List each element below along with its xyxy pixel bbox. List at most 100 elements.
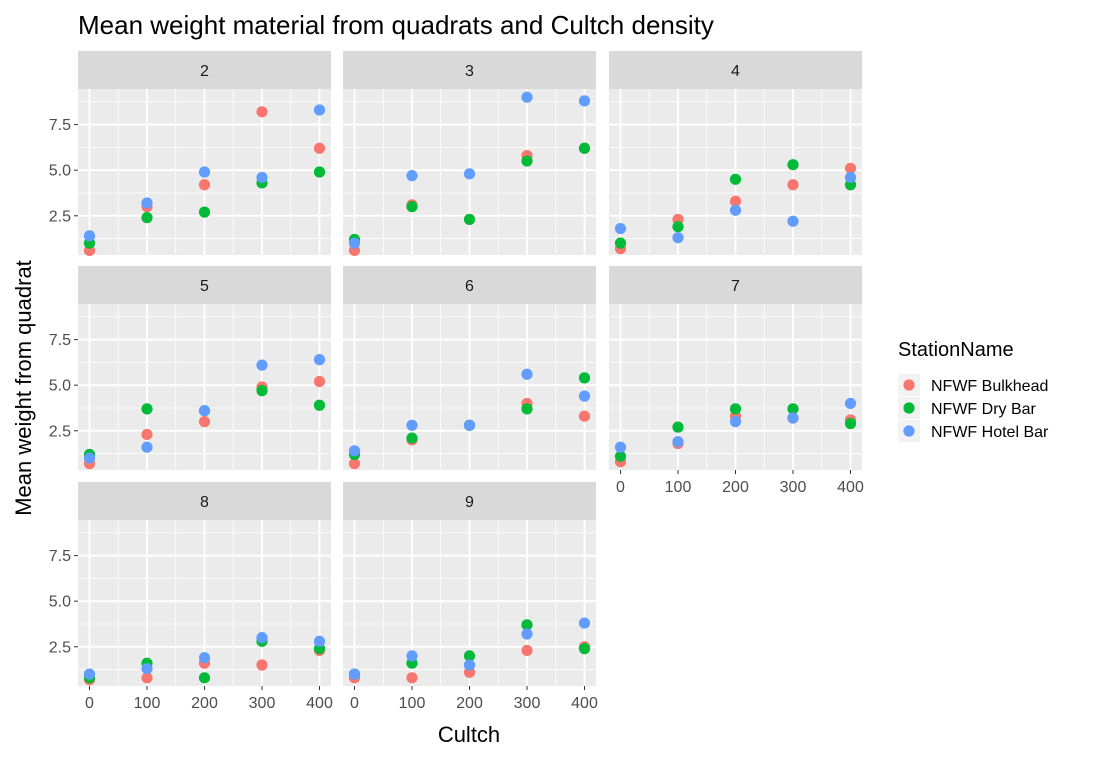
data-point-nfwf-dry-bar [521,403,533,415]
data-point-nfwf-hotel-bar [578,95,591,107]
data-point-nfwf-hotel-bar [198,405,211,417]
data-point-nfwf-hotel-bar [578,617,591,629]
data-point-nfwf-hotel-bar [141,197,153,209]
legend-label: NFWF Bulkhead [931,378,1048,395]
data-point-nfwf-hotel-bar [844,171,857,184]
y-tick-label: 5.0 [49,163,71,180]
data-point-nfwf-bulkhead [198,416,211,428]
facet-panel-9: 9 [343,482,596,686]
legend-swatch [903,379,915,391]
legend-label: NFWF Hotel Bar [931,424,1049,441]
data-point-nfwf-dry-bar [521,155,533,167]
data-point-nfwf-hotel-bar [844,397,857,410]
data-point-nfwf-hotel-bar [313,354,326,366]
facet-strip [343,51,596,89]
data-point-nfwf-hotel-bar [141,663,153,675]
x-tick-label: 400 [837,479,864,496]
data-point-nfwf-hotel-bar [256,359,268,371]
data-point-nfwf-dry-bar [256,385,268,397]
data-point-nfwf-hotel-bar [463,168,476,180]
data-point-nfwf-dry-bar [787,403,799,415]
data-point-nfwf-hotel-bar [313,635,326,647]
data-point-nfwf-hotel-bar [672,436,684,448]
data-point-nfwf-hotel-bar [83,452,96,464]
facet-strip [609,51,862,89]
facet-strip-label: 8 [200,494,209,511]
y-tick-label: 2.5 [49,208,71,225]
data-point-nfwf-hotel-bar [614,441,627,453]
data-point-nfwf-hotel-bar [348,237,361,249]
y-tick-label: 2.5 [49,423,71,440]
data-point-nfwf-dry-bar [141,212,153,224]
data-point-nfwf-hotel-bar [614,222,627,235]
facet-strip [78,266,331,304]
data-point-nfwf-bulkhead [844,162,857,174]
data-point-nfwf-hotel-bar [521,368,533,380]
data-point-nfwf-dry-bar [578,372,591,384]
x-axis-title: Cultch [438,722,500,747]
facet-panel-7: 7 [609,266,862,470]
y-tick-label: 5.0 [49,594,71,611]
data-point-nfwf-dry-bar [614,450,627,462]
x-tick-label: 200 [722,479,749,496]
facet-panel-2: 2 [78,51,331,257]
data-point-nfwf-bulkhead [348,458,361,470]
data-point-nfwf-dry-bar [198,672,211,684]
data-point-nfwf-hotel-bar [198,652,211,664]
facet-panels: 2 3 4 5 6 7 8 9 [78,51,862,686]
data-point-nfwf-dry-bar [521,619,533,631]
x-tick-label: 0 [85,695,94,712]
data-point-nfwf-hotel-bar [406,170,418,182]
data-point-nfwf-bulkhead [406,672,418,684]
facet-strip [343,266,596,304]
y-tick-label: 7.5 [49,332,71,349]
x-tick-label: 100 [134,695,161,712]
data-point-nfwf-bulkhead [141,672,153,684]
facet-panel-3: 3 [343,51,596,257]
data-point-nfwf-bulkhead [313,375,326,388]
data-point-nfwf-dry-bar [672,221,684,233]
facet-panel-8: 8 [78,482,331,686]
data-point-nfwf-hotel-bar [141,441,153,453]
y-axis-title: Mean weight from quadrat [11,260,36,516]
legend-swatch [903,425,915,437]
data-point-nfwf-hotel-bar [787,215,799,227]
facet-strip [609,266,862,304]
data-point-nfwf-hotel-bar [672,232,684,244]
data-point-nfwf-hotel-bar [521,91,533,103]
data-point-nfwf-dry-bar [729,403,742,415]
facet-strip-label: 5 [200,278,209,295]
legend-swatch [903,402,915,414]
data-point-nfwf-dry-bar [406,201,418,213]
legend-items: NFWF Bulkhead NFWF Dry Bar NFWF Hotel Bar [898,374,1049,442]
data-point-nfwf-bulkhead [521,644,533,657]
facet-panel-4: 4 [609,51,862,255]
facet-panel-6: 6 [343,266,596,470]
data-point-nfwf-hotel-bar [787,412,799,424]
x-tick-label: 0 [616,479,625,496]
data-point-nfwf-hotel-bar [729,416,742,428]
data-point-nfwf-hotel-bar [83,230,96,242]
data-point-nfwf-hotel-bar [83,668,96,680]
x-tick-label: 200 [191,695,218,712]
data-point-nfwf-bulkhead [578,410,591,422]
x-tick-label: 200 [456,695,483,712]
facet-strip-label: 3 [465,63,474,80]
legend-title: StationName [898,339,1014,361]
x-tick-label: 300 [514,695,541,712]
data-point-nfwf-bulkhead [198,179,211,191]
data-point-nfwf-hotel-bar [406,650,418,662]
legend-label: NFWF Dry Bar [931,401,1037,418]
data-point-nfwf-bulkhead [313,142,326,154]
facet-strip [343,482,596,520]
x-tick-label: 0 [350,695,359,712]
data-point-nfwf-hotel-bar [256,171,268,184]
data-point-nfwf-dry-bar [313,166,326,178]
data-point-nfwf-bulkhead [256,659,268,671]
x-tick-label: 100 [399,695,426,712]
y-tick-label: 7.5 [49,548,71,565]
data-point-nfwf-hotel-bar [348,445,361,457]
facet-strip-label: 2 [200,63,209,80]
